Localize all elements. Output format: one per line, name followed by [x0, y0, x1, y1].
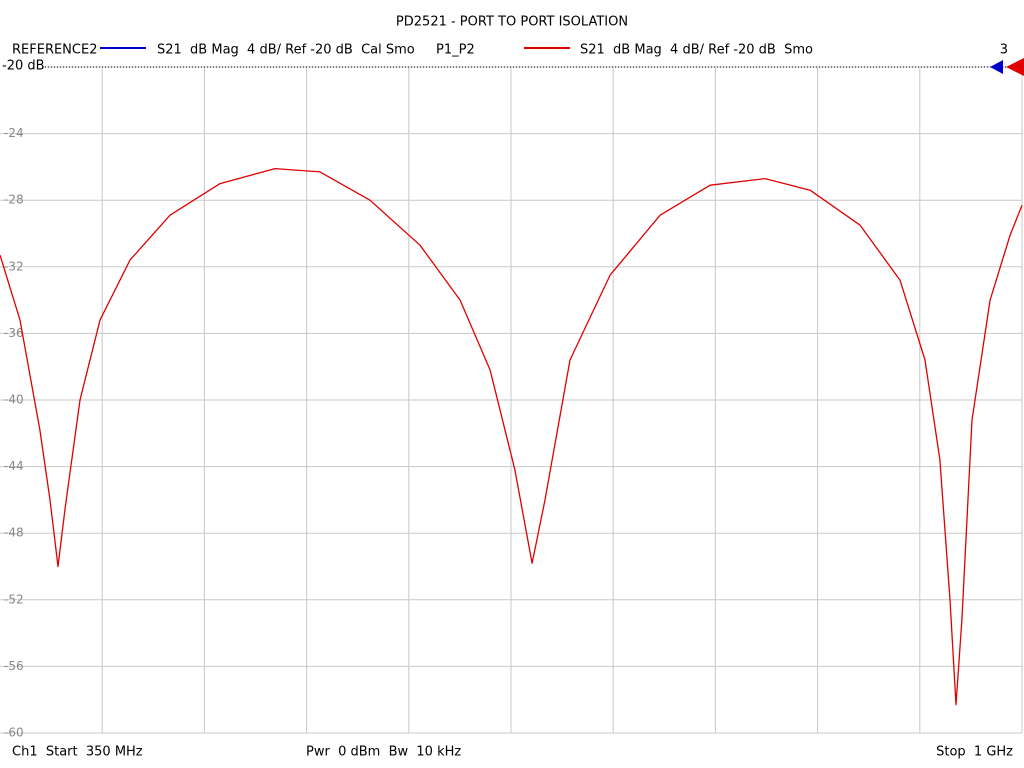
legend-description: S21 dB Mag 4 dB/ Ref -20 dB Cal Smo — [157, 43, 415, 58]
y-tick-label: -32 — [4, 259, 24, 273]
y-tick-label: -24 — [4, 126, 24, 140]
reference-marker — [990, 60, 1003, 74]
y-tick-label: -60 — [4, 726, 24, 740]
start-label: Ch1 Start 350 MHz — [12, 745, 143, 760]
power-label: Pwr 0 dBm Bw 10 kHz — [306, 745, 461, 760]
legend-name: REFERENCE2 — [12, 43, 97, 58]
y-tick-label: -40 — [4, 393, 24, 407]
y-tick-label: -36 — [4, 326, 24, 340]
y-tick-label: -28 — [4, 193, 24, 207]
stop-label: Stop 1 GHz — [936, 745, 1013, 760]
y-tick-label: -52 — [4, 592, 24, 606]
legend-name: P1_P2 — [436, 43, 475, 58]
legend-description: S21 dB Mag 4 dB/ Ref -20 dB Smo — [580, 43, 813, 58]
reference-label-bg — [0, 59, 44, 73]
channel-number: 3 — [1000, 43, 1008, 58]
y-tick-label: -48 — [4, 526, 24, 540]
trace-line — [0, 167, 1023, 706]
y-tick-label: -56 — [4, 659, 24, 673]
reference-label: -20 dB — [2, 59, 45, 74]
reference-marker — [1006, 58, 1024, 76]
y-tick-label: -44 — [4, 459, 24, 473]
chart-title: PD2521 - PORT TO PORT ISOLATION — [396, 15, 628, 30]
